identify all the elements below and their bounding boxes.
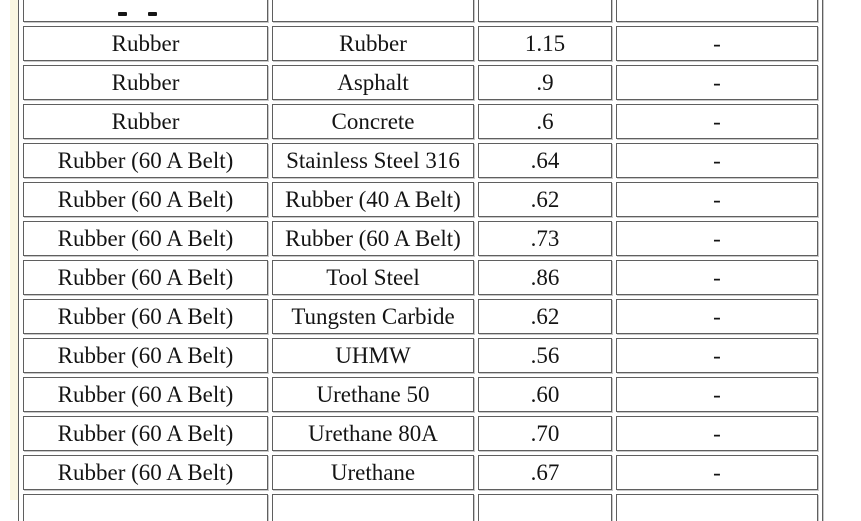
- cell-material-1: Rubber (60 A Belt): [23, 338, 268, 373]
- cell-material-1: Rubber (60 A Belt): [23, 377, 268, 412]
- cell-note: -: [616, 338, 818, 373]
- table-row: Rubber (60 A Belt) Rubber (40 A Belt) .6…: [23, 182, 818, 217]
- table-row: Rubber Concrete .6 -: [23, 104, 818, 139]
- cell-note: -: [616, 26, 818, 61]
- cell-material-2: Stainless Steel 316: [272, 143, 474, 178]
- cell-material-1: [23, 494, 268, 521]
- cell-coefficient: .70: [478, 416, 612, 451]
- clipped-row-bottom: [23, 494, 818, 521]
- cell-note: -: [616, 260, 818, 295]
- table-row: Rubber (60 A Belt) Tungsten Carbide .62 …: [23, 299, 818, 334]
- cell-material-2: [272, 494, 474, 521]
- page-margin-strip: [10, 0, 18, 500]
- cell-material-2: Tool Steel: [272, 260, 474, 295]
- cell-note: -: [616, 455, 818, 490]
- cell-material-1: Rubber (60 A Belt): [23, 221, 268, 256]
- cell-note: -: [616, 182, 818, 217]
- cell-material-1: [23, 0, 268, 22]
- cell-material-2: Rubber (40 A Belt): [272, 182, 474, 217]
- cell-material-1: Rubber (60 A Belt): [23, 143, 268, 178]
- cell-note: [616, 494, 818, 521]
- cell-note: -: [616, 143, 818, 178]
- clipped-row-top: [23, 0, 818, 22]
- cell-coefficient: 1.15: [478, 26, 612, 61]
- cell-material-1: Rubber (60 A Belt): [23, 182, 268, 217]
- cell-material-1: Rubber (60 A Belt): [23, 416, 268, 451]
- table-row: Rubber (60 A Belt) UHMW .56 -: [23, 338, 818, 373]
- table-row: Rubber Rubber 1.15 -: [23, 26, 818, 61]
- cell-coefficient: [478, 494, 612, 521]
- cell-coefficient: .62: [478, 182, 612, 217]
- cell-coefficient: .86: [478, 260, 612, 295]
- cell-note: -: [616, 104, 818, 139]
- cell-material-2: Rubber (60 A Belt): [272, 221, 474, 256]
- cell-material-2: Urethane 80A: [272, 416, 474, 451]
- cell-material-2: Urethane: [272, 455, 474, 490]
- cell-material-2: Tungsten Carbide: [272, 299, 474, 334]
- cell-coefficient: [478, 0, 612, 22]
- cell-coefficient: .56: [478, 338, 612, 373]
- table-row: Rubber (60 A Belt) Tool Steel .86 -: [23, 260, 818, 295]
- cell-coefficient: .62: [478, 299, 612, 334]
- cell-material-2: Rubber: [272, 26, 474, 61]
- table-row: Rubber Asphalt .9 -: [23, 65, 818, 100]
- cell-material-1: Rubber: [23, 65, 268, 100]
- cell-material-1: Rubber: [23, 26, 268, 61]
- friction-table-body: Rubber Rubber 1.15 - Rubber Asphalt .9 -…: [23, 0, 818, 521]
- clipped-text-fragment: [118, 12, 127, 16]
- cell-material-1: Rubber (60 A Belt): [23, 299, 268, 334]
- cell-material-1: Rubber (60 A Belt): [23, 260, 268, 295]
- cell-note: -: [616, 377, 818, 412]
- cell-material-2: UHMW: [272, 338, 474, 373]
- cell-note: [616, 0, 818, 22]
- cell-note: -: [616, 299, 818, 334]
- cell-material-2: [272, 0, 474, 22]
- table-row: Rubber (60 A Belt) Urethane 80A .70 -: [23, 416, 818, 451]
- cell-material-1: Rubber: [23, 104, 268, 139]
- table-row: Rubber (60 A Belt) Urethane 50 .60 -: [23, 377, 818, 412]
- table-row: Rubber (60 A Belt) Rubber (60 A Belt) .7…: [23, 221, 818, 256]
- friction-coefficient-table: Rubber Rubber 1.15 - Rubber Asphalt .9 -…: [18, 0, 823, 521]
- cell-coefficient: .73: [478, 221, 612, 256]
- cell-coefficient: .64: [478, 143, 612, 178]
- cell-note: -: [616, 416, 818, 451]
- table-row: Rubber (60 A Belt) Stainless Steel 316 .…: [23, 143, 818, 178]
- cell-material-2: Concrete: [272, 104, 474, 139]
- cell-material-2: Asphalt: [272, 65, 474, 100]
- cell-material-1: Rubber (60 A Belt): [23, 455, 268, 490]
- cell-coefficient: .6: [478, 104, 612, 139]
- cell-coefficient: .60: [478, 377, 612, 412]
- table-row: Rubber (60 A Belt) Urethane .67 -: [23, 455, 818, 490]
- cell-coefficient: .9: [478, 65, 612, 100]
- cell-note: -: [616, 65, 818, 100]
- clipped-text-fragment: [148, 12, 157, 16]
- cell-note: -: [616, 221, 818, 256]
- cell-material-2: Urethane 50: [272, 377, 474, 412]
- cell-coefficient: .67: [478, 455, 612, 490]
